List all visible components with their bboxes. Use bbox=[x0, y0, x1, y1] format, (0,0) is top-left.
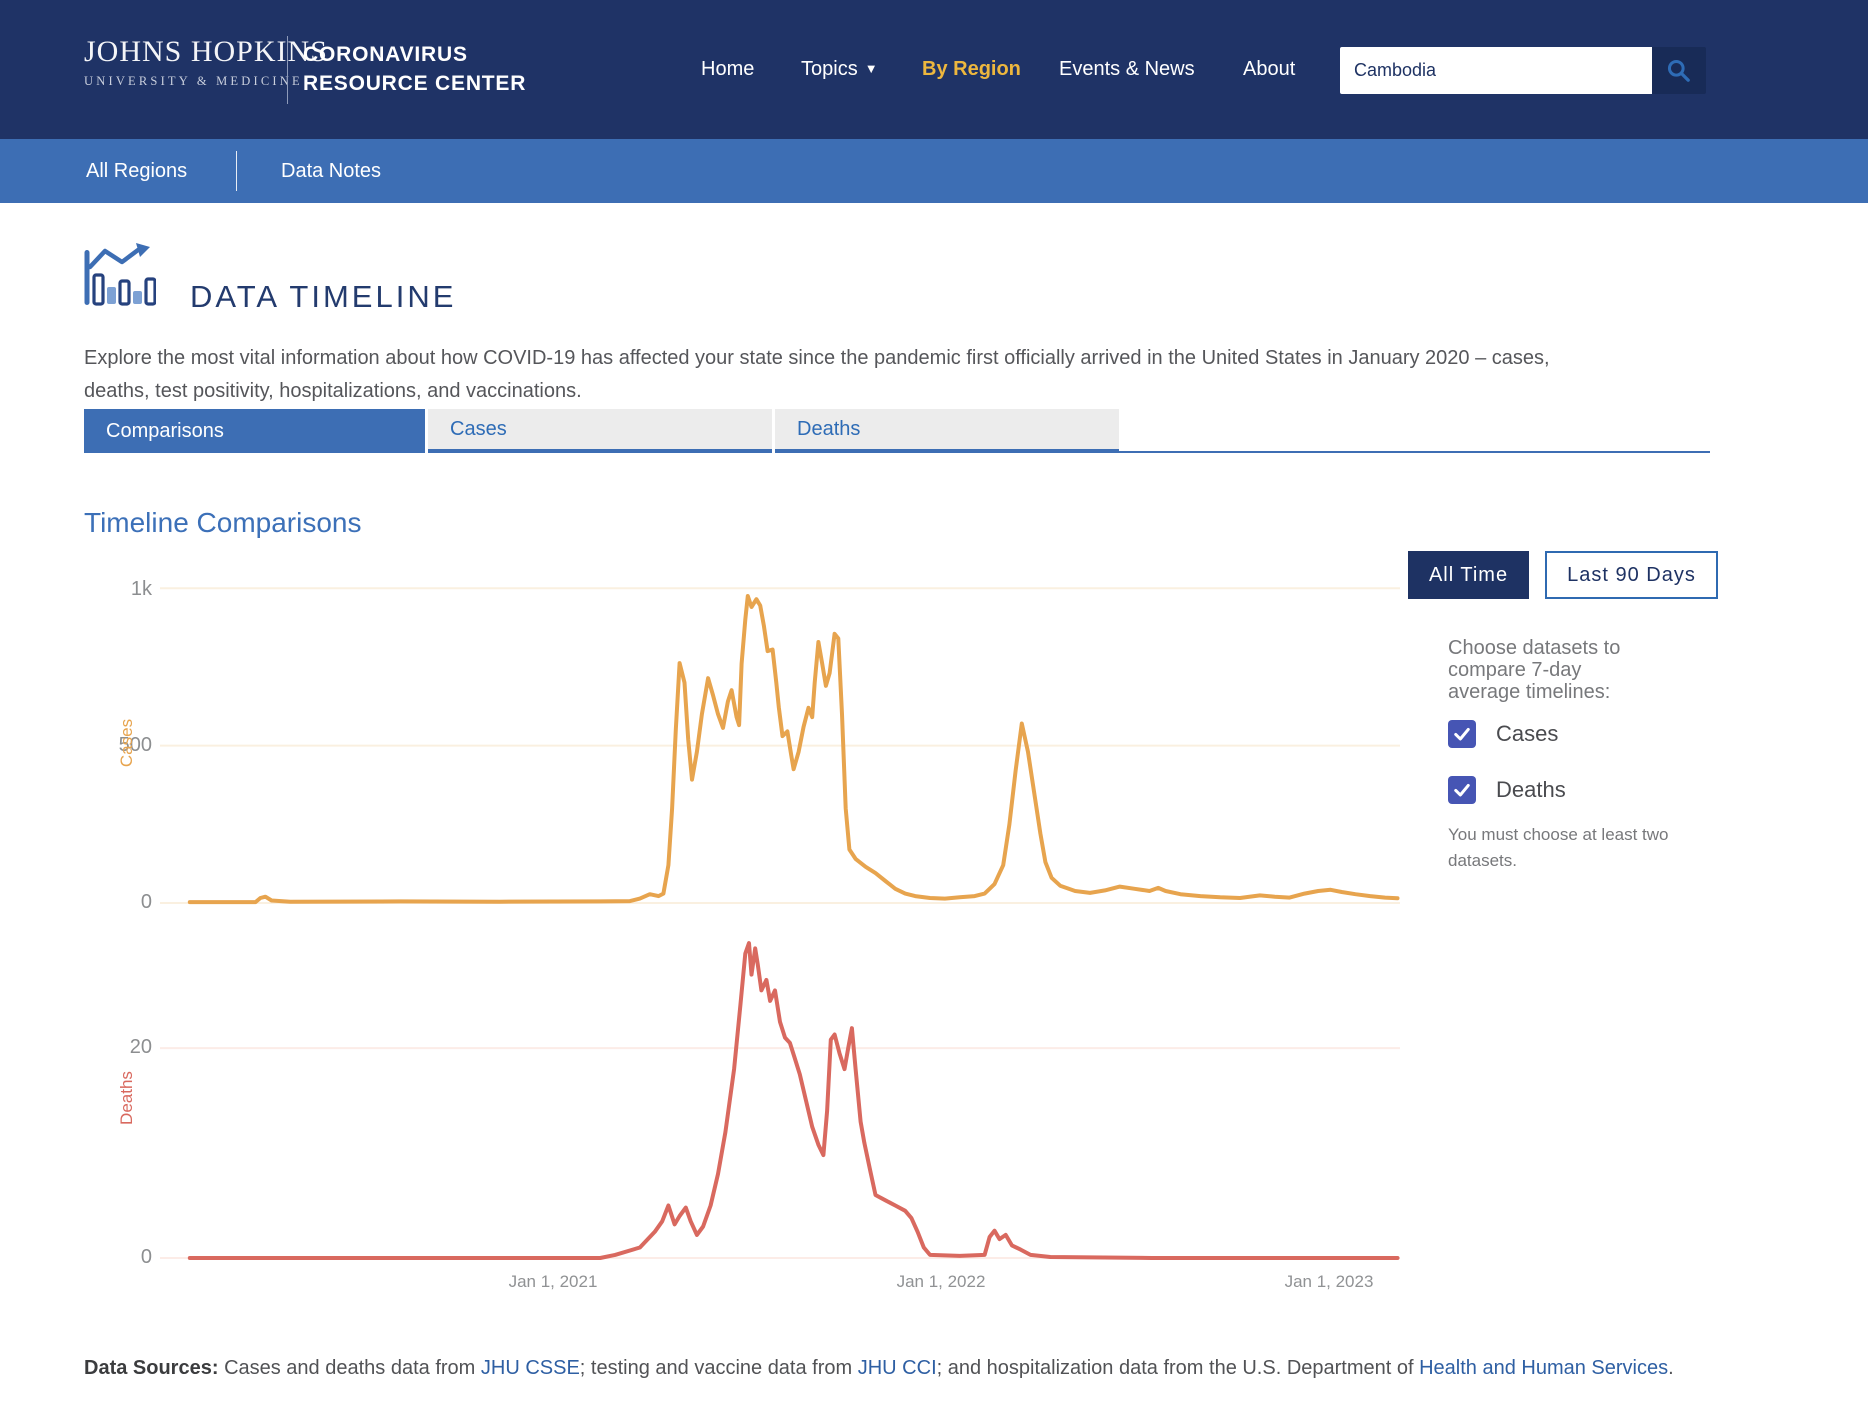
cases-ytick-1k: 1k bbox=[130, 578, 152, 600]
cases-line-chart[interactable] bbox=[160, 500, 1400, 905]
nav-home-link[interactable]: Home bbox=[701, 58, 755, 80]
site-search bbox=[1340, 47, 1706, 94]
deaths-ytick-20: 20 bbox=[129, 1036, 152, 1058]
tab-cases[interactable]: Cases bbox=[428, 409, 772, 453]
jhu-logo-primary: JOHNS HOPKINS bbox=[84, 35, 328, 68]
last-90-days-button[interactable]: Last 90 Days bbox=[1545, 551, 1718, 599]
cases-ytick-500: 500 bbox=[118, 734, 152, 756]
cases-ytick-0: 0 bbox=[140, 891, 152, 913]
tab-deaths[interactable]: Deaths bbox=[775, 409, 1119, 453]
cases-checkbox[interactable] bbox=[1448, 720, 1476, 748]
xtick-jan-2021: Jan 1, 2021 bbox=[508, 1272, 598, 1291]
top-header: JOHNS HOPKINS UNIVERSITY & MEDICINE CORO… bbox=[0, 0, 1868, 139]
deaths-checkbox-label: Deaths bbox=[1496, 777, 1566, 802]
nav-by-region[interactable]: By Region bbox=[922, 0, 1021, 139]
cases-checkbox-label: Cases bbox=[1496, 721, 1559, 746]
nav-home[interactable]: Home bbox=[701, 0, 754, 139]
nav-topics[interactable]: Topics ▼ bbox=[801, 0, 878, 139]
deaths-line-chart[interactable] bbox=[160, 940, 1400, 1260]
data-sources-note: Data Sources: Cases and deaths data from… bbox=[84, 1350, 1680, 1387]
chevron-down-icon: ▼ bbox=[864, 61, 878, 76]
page-title: DATA TIMELINE bbox=[190, 278, 457, 314]
deaths-axis-title: Deaths bbox=[117, 1071, 136, 1125]
dataset-prompt: Choose datasets to compare 7-day average… bbox=[1448, 637, 1621, 703]
search-icon bbox=[1667, 59, 1690, 82]
search-button[interactable] bbox=[1652, 47, 1706, 94]
data-sources-text: Cases and deaths data from bbox=[224, 1357, 481, 1379]
checkbox-row-cases[interactable]: Cases bbox=[1448, 720, 1558, 748]
checkmark-icon bbox=[1454, 783, 1470, 797]
nav-events-news[interactable]: Events & News bbox=[1059, 0, 1195, 139]
timeline-tabs: Comparisons Cases Deaths bbox=[84, 409, 1710, 453]
search-input[interactable] bbox=[1340, 47, 1652, 94]
nav-about[interactable]: About bbox=[1243, 0, 1295, 139]
cases-axis-title: Cases bbox=[117, 718, 136, 768]
data-sources-text: . bbox=[1668, 1357, 1674, 1379]
jhu-logo-secondary: UNIVERSITY & MEDICINE bbox=[84, 74, 303, 88]
crc-wordmark-line1: CORONAVIRUS bbox=[303, 43, 468, 66]
nav-about-link[interactable]: About bbox=[1243, 58, 1296, 80]
crc-wordmark-line2: RESOURCE CENTER bbox=[303, 72, 527, 95]
all-time-button[interactable]: All Time bbox=[1408, 551, 1529, 599]
tab-gap bbox=[425, 409, 428, 453]
tab-gap bbox=[772, 409, 775, 453]
source-link[interactable]: JHU CCI bbox=[857, 1357, 937, 1379]
logo-divider bbox=[287, 36, 288, 104]
source-link[interactable]: Health and Human Services bbox=[1419, 1357, 1669, 1379]
deaths-ytick-0: 0 bbox=[140, 1246, 152, 1268]
deaths-checkbox[interactable] bbox=[1448, 776, 1476, 804]
subnav-divider bbox=[236, 151, 237, 191]
source-link[interactable]: JHU CSSE bbox=[480, 1357, 580, 1379]
nav-events-news-link[interactable]: Events & News bbox=[1059, 58, 1195, 80]
data-sources-text: ; testing and vaccine data from bbox=[579, 1357, 858, 1379]
xtick-jan-2022: Jan 1, 2022 bbox=[896, 1272, 986, 1291]
subnav-data-notes[interactable]: Data Notes bbox=[281, 159, 382, 182]
dataset-note: You must choose at least two datasets. bbox=[1448, 825, 1669, 870]
data-sources-text: ; and hospitalization data from the U.S.… bbox=[936, 1357, 1420, 1379]
page-description: Explore the most vital information about… bbox=[84, 347, 1550, 402]
checkmark-icon bbox=[1454, 727, 1470, 741]
nav-by-region-link[interactable]: By Region bbox=[922, 58, 1021, 80]
tab-row-underline bbox=[1119, 409, 1710, 453]
data-sources-label: Data Sources: bbox=[84, 1357, 225, 1379]
data-timeline-icon bbox=[84, 243, 156, 306]
checkbox-row-deaths[interactable]: Deaths bbox=[1448, 776, 1566, 804]
tab-comparisons[interactable]: Comparisons bbox=[84, 409, 425, 453]
crc-wordmark[interactable]: CORONAVIRUS RESOURCE CENTER bbox=[303, 40, 526, 98]
subnav-all-regions[interactable]: All Regions bbox=[86, 159, 188, 182]
jhu-logo[interactable]: JOHNS HOPKINS UNIVERSITY & MEDICINE bbox=[84, 35, 328, 89]
xtick-jan-2023: Jan 1, 2023 bbox=[1284, 1272, 1374, 1291]
region-subnav: All Regions Data Notes bbox=[0, 139, 1868, 203]
section-title: Timeline Comparisons bbox=[84, 507, 362, 539]
nav-topics-link[interactable]: Topics bbox=[801, 58, 858, 80]
